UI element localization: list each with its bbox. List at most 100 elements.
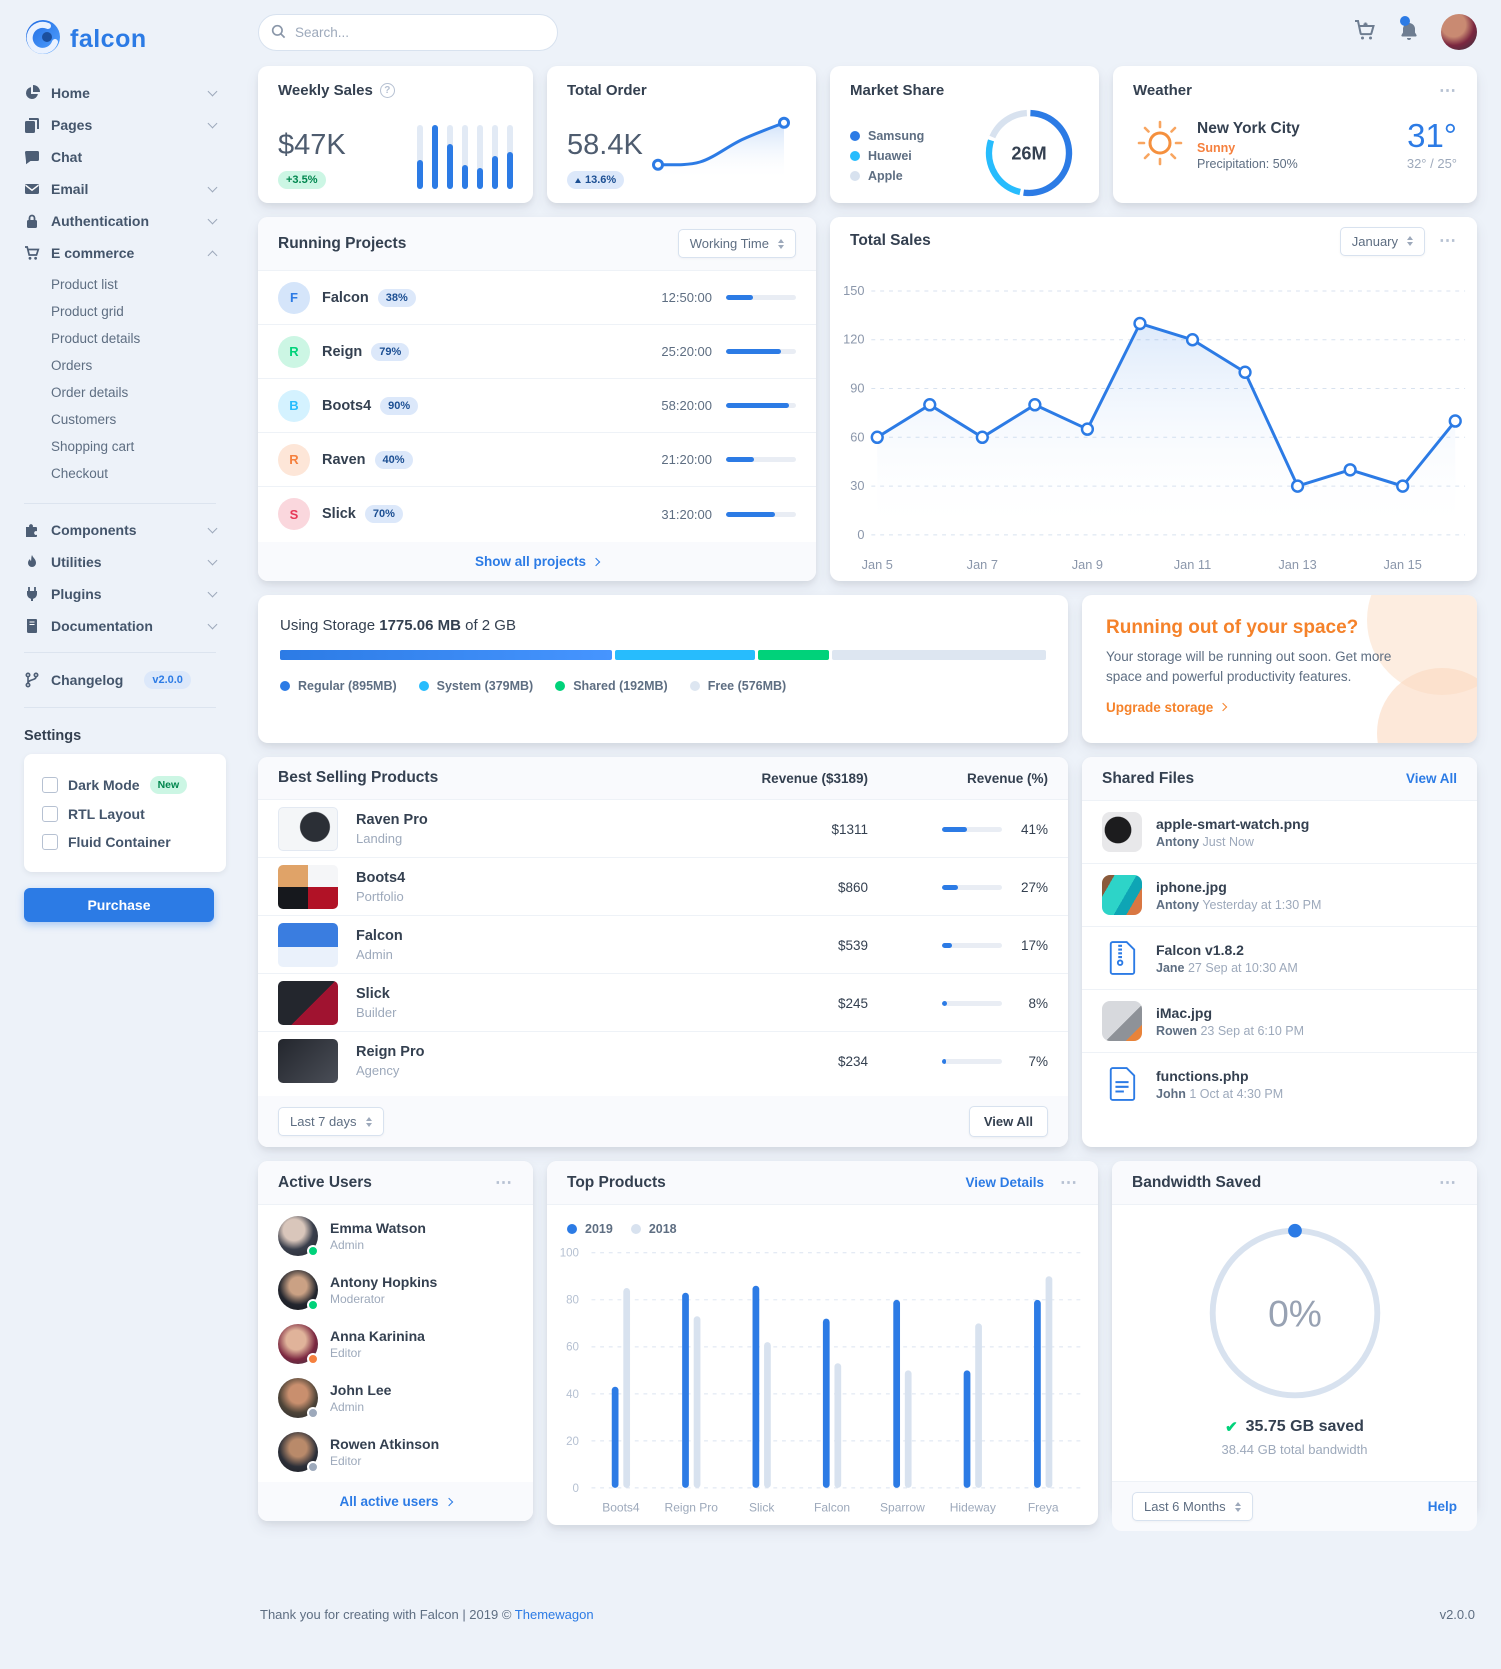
file-name-link[interactable]: iphone.jpg [1156, 878, 1227, 895]
working-time-select[interactable]: Working Time [677, 229, 796, 258]
view-all-link[interactable]: View All [1405, 771, 1457, 786]
svg-text:0: 0 [573, 1482, 580, 1495]
revenue-percent-bar [942, 884, 1002, 890]
product-name-link[interactable]: Falcon [356, 928, 403, 944]
project-progress-badge: 90% [380, 396, 419, 415]
more-menu-button[interactable]: ⋯ [1060, 1172, 1078, 1192]
file-name-link[interactable]: functions.php [1156, 1067, 1249, 1084]
user-name-link[interactable]: Emma Watson [330, 1220, 426, 1236]
more-menu-button[interactable]: ⋯ [1439, 231, 1457, 251]
sidebar-item-product-details[interactable]: Product details [51, 331, 141, 346]
sidebar-item-plugins[interactable]: Plugins [0, 578, 240, 610]
project-name-link[interactable]: Raven [322, 451, 366, 468]
help-link[interactable]: Help [1427, 1499, 1457, 1514]
help-icon[interactable]: ? [379, 83, 395, 98]
product-name-link[interactable]: Raven Pro [356, 812, 428, 828]
weather-card: Weather ⋯ New York City Sunny Precipitat… [1113, 66, 1477, 203]
show-all-projects-link[interactable]: Show all projects [258, 542, 816, 581]
project-time: 25:20:00 [661, 344, 712, 359]
product-revenue: $234 [837, 1053, 868, 1069]
sidebar-item-documentation[interactable]: Documentation [0, 610, 240, 642]
purchase-button[interactable]: Purchase [24, 888, 214, 922]
sidebar-item-changelog[interactable]: Changelog v2.0.0 [0, 663, 240, 697]
revenue-column-header: Revenue ($3189) [761, 770, 868, 786]
sidebar-item-chat[interactable]: Chat [0, 141, 240, 173]
sidebar-item-authentication[interactable]: Authentication [0, 205, 240, 237]
sidebar-item-ecommerce[interactable]: E commerce [0, 237, 240, 269]
puzzle-icon [24, 522, 40, 538]
project-name-link[interactable]: Slick [322, 506, 356, 522]
legend-dot [630, 1224, 641, 1234]
dark-mode-checkbox[interactable] [42, 777, 58, 793]
file-row: apple-smart-watch.png Antony Just Now [1082, 801, 1477, 863]
project-name-link[interactable]: Boots4 [322, 397, 372, 414]
last-7-days-select[interactable]: Last 7 days [278, 1107, 384, 1136]
project-progress-badge: 38% [377, 288, 416, 307]
product-row: Slick Builder $245 8% [258, 974, 1068, 1032]
view-details-link[interactable]: View Details [965, 1175, 1044, 1190]
status-dot [307, 1353, 319, 1365]
sidebar-item-product-list[interactable]: Product list [51, 277, 118, 292]
user-name-link[interactable]: John Lee [330, 1382, 392, 1398]
product-row: Falcon Admin $539 17% [258, 916, 1068, 974]
product-name-link[interactable]: Reign Pro [356, 1044, 425, 1060]
view-all-button[interactable]: View All [968, 1106, 1048, 1137]
svg-text:80: 80 [566, 1294, 579, 1307]
cart-icon[interactable] [1353, 18, 1377, 47]
project-name-link[interactable]: Reign [322, 343, 363, 360]
rtl-layout-option: RTL Layout [42, 800, 208, 828]
sidebar-item-home[interactable]: Home [0, 77, 240, 109]
sidebar-item-pages[interactable]: Pages [0, 109, 240, 141]
sidebar-item-checkout[interactable]: Checkout [51, 466, 109, 481]
rtl-layout-checkbox[interactable] [42, 806, 58, 822]
search-input[interactable] [258, 13, 558, 51]
project-name-link[interactable]: Falcon [322, 289, 369, 306]
upgrade-storage-link[interactable]: Upgrade storage [1106, 700, 1228, 715]
sidebar-item-utilities[interactable]: Utilities [0, 546, 240, 578]
file-time: 1 Oct at 4:30 PM [1189, 1086, 1284, 1101]
fluid-container-checkbox[interactable] [42, 834, 58, 850]
last-6-months-select[interactable]: Last 6 Months [1132, 1492, 1253, 1521]
more-menu-button[interactable]: ⋯ [1439, 1172, 1457, 1192]
chevron-right-icon [1219, 702, 1228, 712]
month-select[interactable]: January [1339, 226, 1425, 256]
user-name-link[interactable]: Rowen Atkinson [330, 1436, 440, 1452]
weather-precipitation: Precipitation: 50% [1197, 156, 1298, 171]
user-row: Emma Watson Admin [258, 1209, 533, 1263]
logo[interactable]: falcon [0, 14, 240, 77]
revenue-percent: 8% [1028, 995, 1048, 1011]
user-name-link[interactable]: Anna Karinina [330, 1328, 425, 1344]
sidebar-item-components[interactable]: Components [0, 514, 240, 546]
user-role: Editor [330, 1346, 362, 1360]
themewagon-link[interactable]: Themewagon [514, 1607, 594, 1622]
svg-text:Reign Pro: Reign Pro [665, 1500, 719, 1514]
product-name-link[interactable]: Boots4 [356, 870, 406, 886]
pie-chart-icon [24, 85, 40, 101]
storage-segment [614, 650, 756, 660]
sidebar-item-orders[interactable]: Orders [51, 358, 93, 373]
sidebar-divider [24, 503, 216, 504]
file-name-link[interactable]: Falcon v1.8.2 [1156, 941, 1244, 958]
product-list: Raven Pro Landing $1311 41% Boots4 Portfol… [258, 800, 1068, 1096]
file-name-link[interactable]: iMac.jpg [1156, 1004, 1213, 1021]
fluid-container-option: Fluid Container [42, 828, 208, 856]
project-progress-badge: 40% [374, 450, 413, 469]
sidebar-item-email[interactable]: Email [0, 173, 240, 205]
more-menu-button[interactable]: ⋯ [495, 1172, 513, 1192]
notifications-bell-icon[interactable] [1397, 16, 1421, 44]
revenue-percent: 17% [1020, 937, 1048, 953]
user-row: Rowen Atkinson Editor [258, 1425, 533, 1479]
sidebar-item-product-grid[interactable]: Product grid [51, 304, 124, 319]
user-avatar[interactable] [1441, 14, 1477, 50]
user-name-link[interactable]: Antony Hopkins [330, 1274, 438, 1290]
sidebar-item-customers[interactable]: Customers [51, 412, 117, 427]
weekly-sales-bar-chart [417, 125, 513, 189]
more-menu-button[interactable]: ⋯ [1439, 80, 1457, 100]
all-active-users-link[interactable]: All active users [258, 1482, 533, 1521]
svg-text:Jan 9: Jan 9 [1072, 557, 1103, 572]
file-name-link[interactable]: apple-smart-watch.png [1156, 815, 1310, 832]
settings-heading: Settings [24, 728, 82, 744]
product-name-link[interactable]: Slick [356, 986, 390, 1002]
sidebar-item-order-details[interactable]: Order details [51, 385, 129, 400]
sidebar-item-shopping-cart[interactable]: Shopping cart [51, 439, 135, 454]
